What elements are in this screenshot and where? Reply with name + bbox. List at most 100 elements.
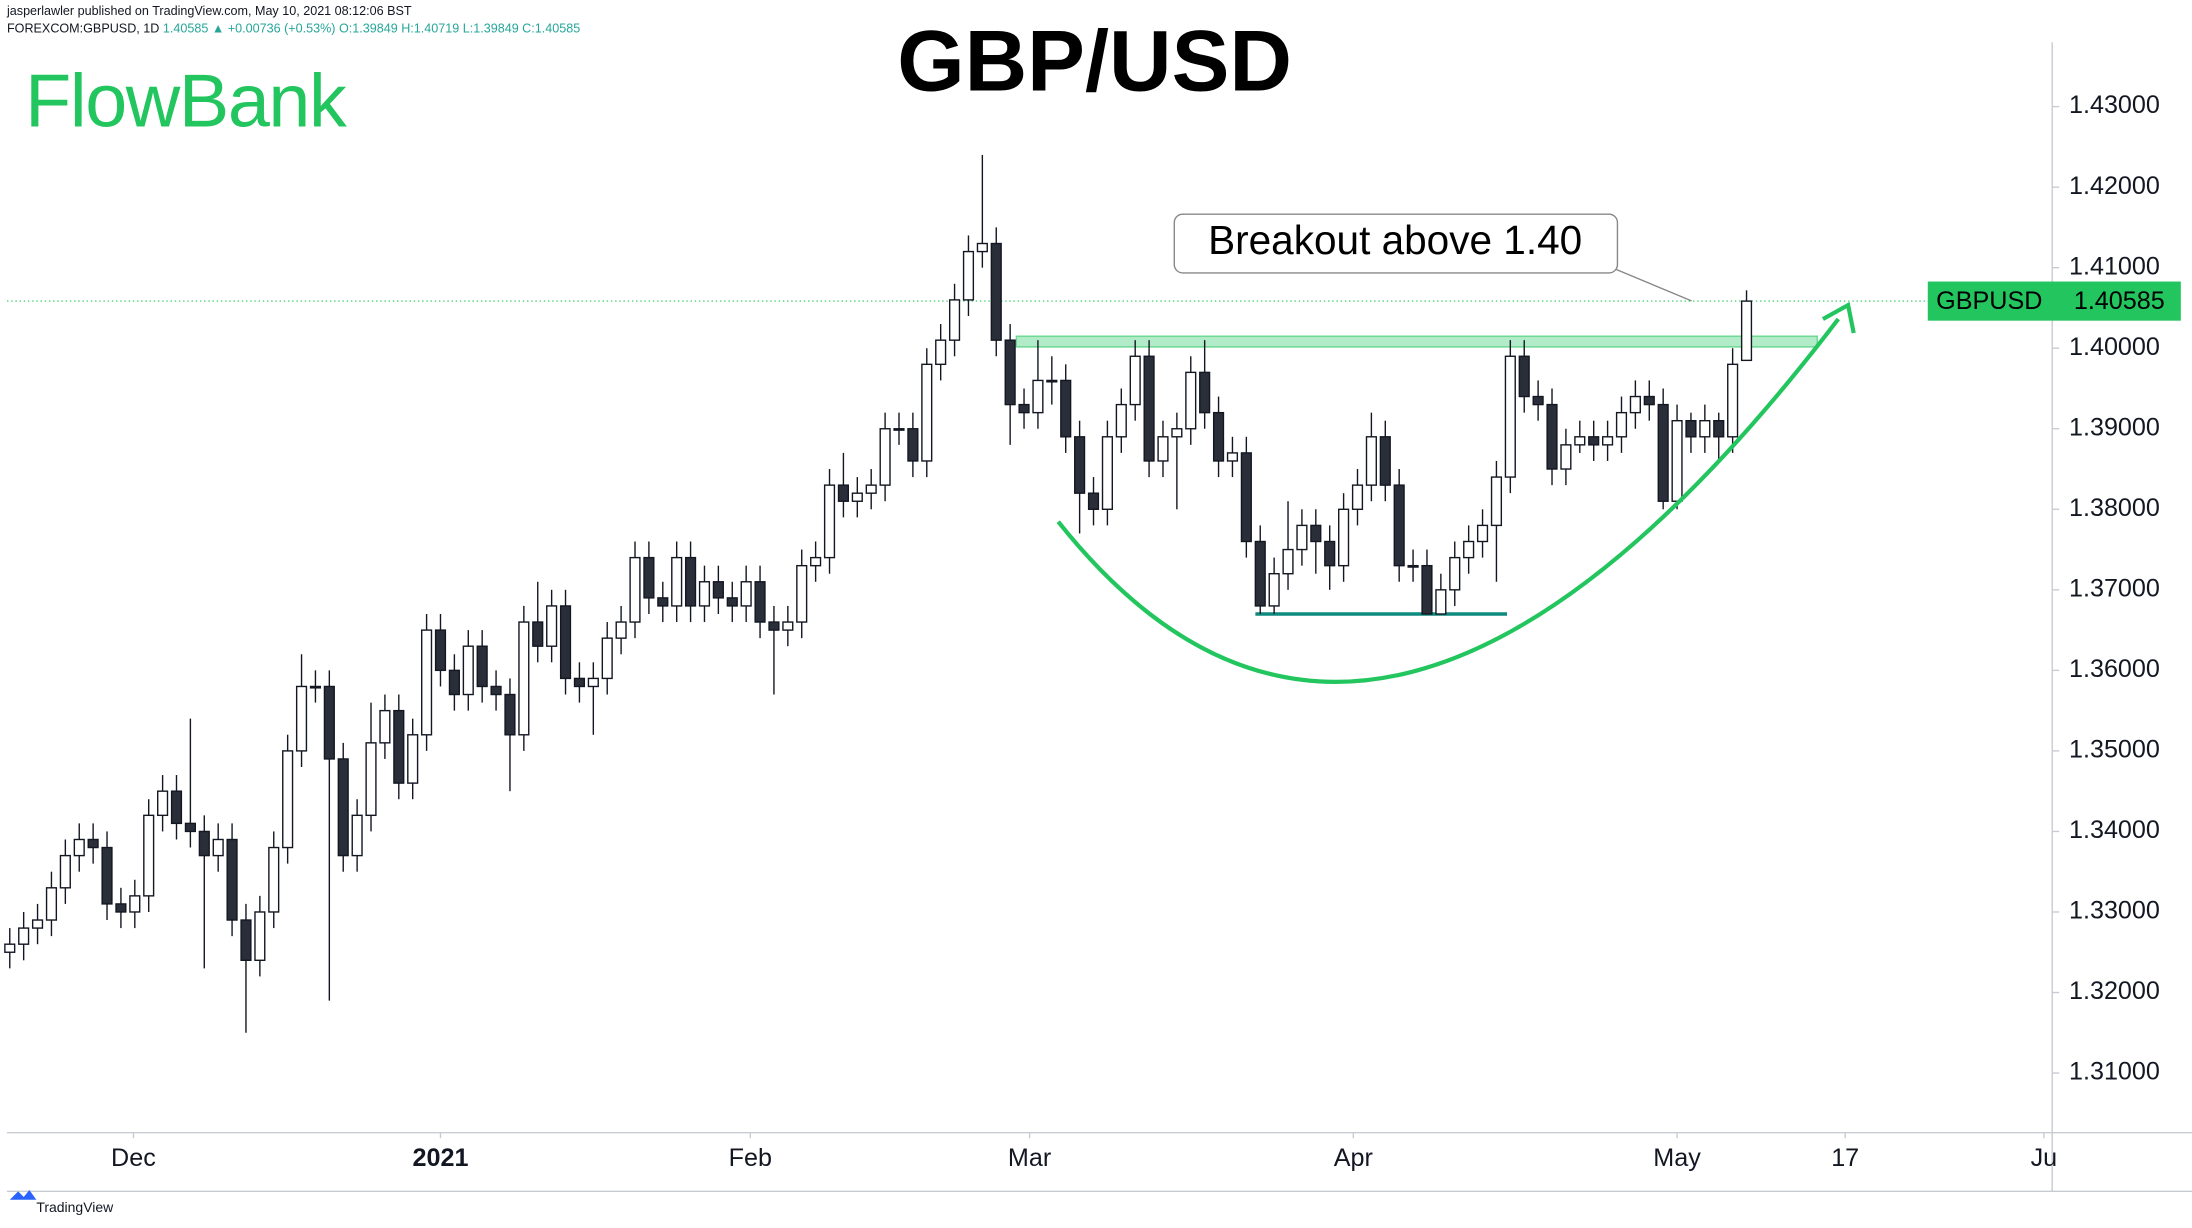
candle-body [865, 484, 877, 494]
header-line: jasperlawler published on TradingView.co… [6, 4, 412, 18]
candle-body [1407, 564, 1419, 568]
price-badge-name: GBPUSD [1936, 287, 2042, 315]
candle-body [1240, 452, 1252, 543]
y-tick-label: 1.41000 [2069, 252, 2160, 280]
y-tick-label: 1.33000 [2069, 897, 2160, 925]
candle-body [1615, 411, 1628, 438]
x-tick-label: 17 [1831, 1144, 1859, 1172]
candle-body [546, 605, 558, 647]
x-tick-label: Apr [1334, 1144, 1373, 1172]
annotation: Breakout above 1.40 [1208, 217, 1582, 263]
candle-body [87, 838, 99, 849]
candle-body [101, 846, 113, 905]
candle-body [1365, 436, 1377, 486]
candle-body [1421, 564, 1433, 615]
candle-body [684, 556, 697, 607]
candle-body [976, 242, 988, 253]
y-tick-label: 1.40000 [2069, 333, 2160, 361]
candle-body [1476, 524, 1489, 543]
candle-body [1212, 411, 1225, 462]
candle-body [379, 709, 391, 744]
candle-body [962, 250, 975, 301]
candle-body [851, 492, 863, 502]
candle-body [1087, 492, 1100, 510]
y-tick-label: 1.38000 [2069, 494, 2160, 522]
candle-body [490, 685, 502, 696]
y-tick-label: 1.35000 [2069, 736, 2160, 764]
y-tick-label: 1.34000 [2069, 816, 2160, 844]
candle-body [1268, 573, 1280, 607]
candle-body [1560, 444, 1572, 470]
cup-curve [1056, 317, 1840, 684]
footer: TradingView [36, 1199, 114, 1215]
header-symbol: FOREXCOM:GBPUSD, 1D 1.40585 ▲ +0.00736 (… [7, 22, 580, 36]
chart-title: GBP/USD [897, 13, 1292, 109]
candle-body [879, 428, 891, 486]
candle-body [559, 605, 572, 680]
candle-body [823, 484, 836, 559]
candle-body [407, 734, 419, 784]
candle-body [434, 629, 447, 672]
x-tick-label: Ju [2031, 1144, 2058, 1172]
candle-body [1129, 355, 1141, 406]
candle-body [726, 597, 738, 607]
candle-body [1324, 540, 1336, 567]
candle-body [768, 621, 780, 631]
candle-body [1449, 556, 1461, 591]
candle-body [337, 758, 349, 857]
candle-body [476, 645, 488, 688]
candle-body [1310, 524, 1322, 543]
candle-body [73, 838, 85, 857]
candle-body [1143, 355, 1155, 462]
candle-body [1032, 379, 1044, 414]
candle-body [629, 556, 641, 623]
candle-body [671, 556, 683, 607]
x-tick-label: Dec [111, 1144, 156, 1172]
candle-body [1629, 395, 1641, 414]
candle-body [601, 637, 613, 680]
x-tick-label: May [1653, 1144, 1701, 1172]
candle-body [907, 428, 919, 462]
candle-body [740, 581, 752, 607]
candle-body [143, 814, 155, 897]
candle-body [1657, 403, 1669, 502]
candle-body [115, 903, 127, 913]
candle-body [309, 685, 322, 689]
price-badge [1927, 281, 2181, 321]
candle-body [935, 339, 947, 366]
candle-body [573, 677, 586, 688]
candle-body [393, 709, 405, 784]
candle-body [31, 919, 44, 929]
x-tick-label: Mar [1008, 1144, 1051, 1172]
y-tick-label: 1.42000 [2069, 172, 2160, 200]
candle-body [365, 742, 377, 817]
candle-body [448, 669, 460, 696]
candle-body [1532, 395, 1544, 406]
candle-body [837, 484, 850, 502]
plot: 1.31000 1.32000 1.33000 1.34000 1.35000 1.360… [4, 91, 2181, 1172]
candle-body [1074, 436, 1086, 494]
candle-body [184, 822, 196, 833]
candle-body [1727, 363, 1739, 438]
candle-body [754, 581, 766, 623]
candle-body [1185, 371, 1197, 430]
candle-body [45, 887, 58, 921]
candle-body [1296, 524, 1308, 551]
candle-body [198, 830, 210, 857]
candle-body [351, 814, 363, 857]
candle-body [1157, 436, 1169, 462]
candle-body [1060, 379, 1072, 438]
callout-pointer [1607, 265, 1692, 302]
candle-body [1199, 371, 1211, 414]
candle-body [657, 597, 669, 607]
candle-body [1351, 484, 1364, 510]
candle-body [18, 927, 30, 945]
y-tick-label: 1.31000 [2069, 1058, 2160, 1086]
candle-body [421, 629, 433, 736]
candle-body [698, 581, 711, 607]
logo: FlowBank [25, 58, 347, 142]
candle-body [1338, 508, 1350, 567]
candle-body [1046, 379, 1058, 383]
